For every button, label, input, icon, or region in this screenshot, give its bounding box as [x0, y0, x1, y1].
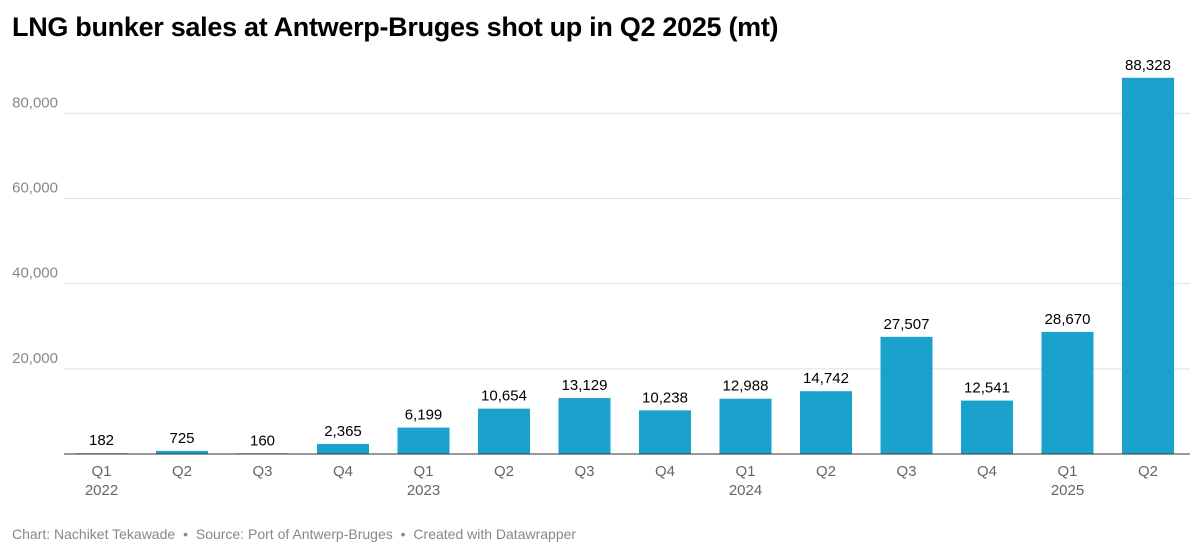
chart-title: LNG bunker sales at Antwerp-Bruges shot … — [12, 12, 779, 42]
data-label: 6,199 — [405, 407, 443, 424]
bar — [1041, 331, 1094, 454]
bar — [639, 410, 691, 454]
x-tick-label: Q1 — [413, 463, 433, 480]
x-tick-label: Q2 — [172, 463, 192, 480]
bar — [961, 400, 1013, 454]
x-tick-label: Q3 — [896, 463, 916, 480]
data-label: 2,365 — [324, 423, 362, 440]
x-tick-label: Q3 — [252, 463, 272, 480]
x-tick-label: Q4 — [655, 463, 675, 480]
x-tick-year-label: 2022 — [85, 482, 118, 499]
bar — [800, 391, 852, 454]
x-tick-year-label: 2024 — [729, 482, 762, 499]
data-label: 28,670 — [1045, 311, 1091, 328]
data-label: 160 — [250, 432, 275, 449]
bar — [1122, 77, 1174, 454]
footer-author: Chart: Nachiket Tekawade — [12, 526, 176, 542]
x-tick-label: Q2 — [1138, 463, 1158, 480]
y-tick-label: 40,000 — [12, 265, 58, 282]
x-tick-year-label: 2025 — [1051, 482, 1084, 499]
data-labels: 182 725 160 2,365 6,199 10,654 13,129 10,238 12,… — [89, 57, 1171, 450]
data-label: 10,238 — [642, 389, 688, 406]
bar — [317, 443, 369, 454]
footer-source: Source: Port of Antwerp-Bruges — [195, 526, 393, 542]
data-label: 725 — [169, 430, 194, 447]
y-tick-label: 80,000 — [12, 94, 58, 111]
x-tick-label: Q3 — [574, 463, 594, 480]
footer-tool: Created with Datawrapper — [413, 526, 577, 542]
data-label: 13,129 — [562, 377, 608, 394]
bar-chart: 20,000 40,000 60,000 80,000 182 725 160 2,365 6… — [12, 57, 1190, 499]
data-label: 14,742 — [803, 370, 849, 387]
gridlines — [64, 112, 1190, 370]
y-tick-label: 20,000 — [12, 350, 58, 367]
x-tick-label: Q1 — [735, 463, 755, 480]
bar — [880, 336, 933, 454]
x-tick-label: Q4 — [333, 463, 353, 480]
x-axis-ticks: Q1 2022 Q2 Q3 Q4 Q1 2023 Q2 Q3 Q4 Q1 2024 Q2 Q3 Q4 Q1 20… — [85, 463, 1158, 499]
data-label: 88,328 — [1125, 57, 1171, 74]
bar — [558, 398, 611, 454]
data-label: 12,988 — [723, 378, 769, 395]
data-label: 27,507 — [884, 316, 930, 333]
y-axis-ticks: 20,000 40,000 60,000 80,000 — [12, 94, 58, 367]
x-tick-label: Q2 — [816, 463, 836, 480]
x-tick-label: Q2 — [494, 463, 514, 480]
x-tick-year-label: 2023 — [407, 482, 440, 499]
data-label: 10,654 — [481, 388, 527, 405]
x-tick-label: Q4 — [977, 463, 997, 480]
bar — [478, 408, 530, 454]
bar — [719, 398, 772, 454]
bar — [156, 450, 208, 454]
footer-separator: • — [183, 526, 188, 542]
chart-footer: Chart: Nachiket Tekawade • Source: Port … — [12, 526, 576, 542]
data-label: 182 — [89, 432, 114, 449]
y-tick-label: 60,000 — [12, 179, 58, 196]
footer-separator: • — [400, 526, 406, 542]
bar — [397, 427, 450, 454]
x-tick-label: Q1 — [1057, 463, 1077, 480]
data-label: 12,541 — [964, 380, 1010, 397]
bars — [75, 77, 1174, 454]
x-tick-label: Q1 — [91, 463, 111, 480]
